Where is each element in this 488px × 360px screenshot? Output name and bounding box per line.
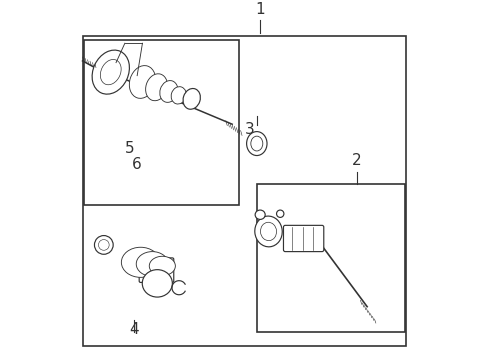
Ellipse shape bbox=[254, 216, 282, 247]
Ellipse shape bbox=[276, 210, 284, 217]
Circle shape bbox=[98, 239, 109, 250]
Ellipse shape bbox=[183, 89, 200, 109]
Bar bbox=[82, 36, 406, 346]
Ellipse shape bbox=[149, 256, 175, 276]
Text: 3: 3 bbox=[244, 122, 254, 137]
Circle shape bbox=[94, 235, 113, 254]
Ellipse shape bbox=[92, 50, 129, 94]
Text: 4: 4 bbox=[128, 322, 138, 337]
Text: 5: 5 bbox=[125, 141, 135, 156]
Ellipse shape bbox=[121, 247, 160, 277]
Ellipse shape bbox=[129, 66, 155, 98]
Ellipse shape bbox=[260, 222, 276, 240]
Text: 2: 2 bbox=[351, 153, 361, 168]
FancyBboxPatch shape bbox=[139, 258, 173, 283]
Ellipse shape bbox=[250, 136, 262, 151]
Bar bbox=[256, 184, 404, 332]
Ellipse shape bbox=[136, 252, 168, 276]
Ellipse shape bbox=[100, 59, 121, 85]
Text: 6: 6 bbox=[132, 157, 142, 172]
Ellipse shape bbox=[246, 132, 266, 156]
Ellipse shape bbox=[171, 87, 186, 104]
Bar bbox=[84, 40, 239, 205]
Ellipse shape bbox=[255, 210, 264, 220]
Ellipse shape bbox=[142, 270, 172, 297]
Ellipse shape bbox=[145, 74, 167, 101]
FancyBboxPatch shape bbox=[283, 225, 323, 252]
Text: 1: 1 bbox=[255, 2, 264, 17]
Ellipse shape bbox=[160, 81, 178, 102]
